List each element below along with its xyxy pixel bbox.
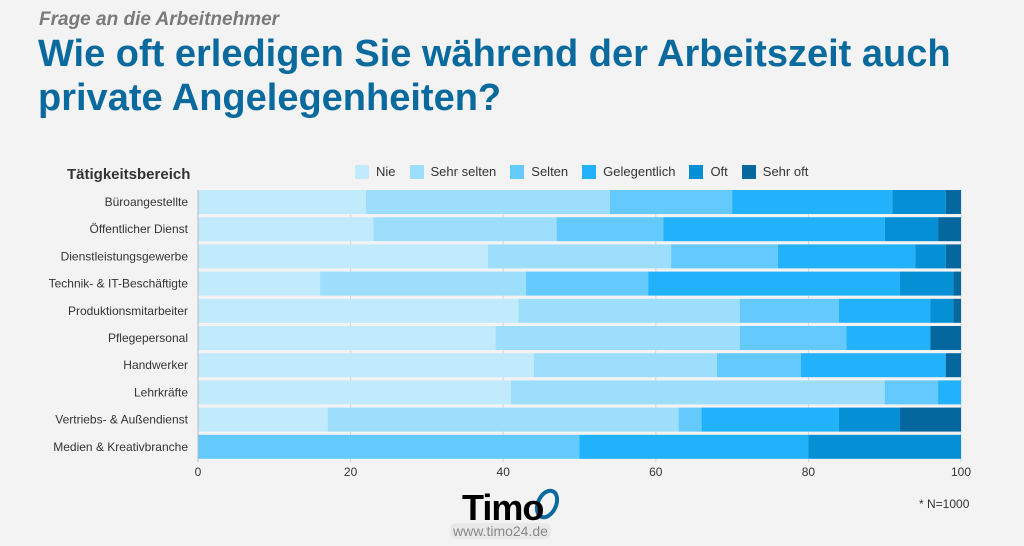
legend: Nie Sehr selten Selten Gelegentlich Oft Sehr … xyxy=(355,164,808,179)
bar-segment xyxy=(373,217,557,242)
bar-segment xyxy=(198,244,488,269)
bar-segment xyxy=(320,271,527,296)
legend-label: Nie xyxy=(376,164,396,179)
legend-label: Selten xyxy=(531,164,569,179)
legend-swatch xyxy=(689,164,704,179)
category-label: Medien & Kreativbranche xyxy=(53,440,188,454)
bar-segment xyxy=(556,217,664,242)
legend-swatch xyxy=(355,164,369,179)
bar-segment xyxy=(198,353,534,378)
category-label: Vertriebs- & Außendienst xyxy=(55,413,188,427)
bar-segment xyxy=(198,380,511,405)
bar-segment xyxy=(953,271,961,296)
legend-item: Selten xyxy=(510,164,568,179)
bar-segment xyxy=(701,407,839,432)
bar-segment xyxy=(198,326,496,350)
legend-swatch xyxy=(409,164,424,179)
bar-segment xyxy=(945,190,961,214)
category-header: Tätigkeitsbereich xyxy=(67,166,191,183)
bar-segment xyxy=(495,326,740,350)
bar-segment xyxy=(777,244,916,269)
bar-segment xyxy=(678,407,702,432)
x-tick-label: 80 xyxy=(802,465,816,479)
bar-segment xyxy=(884,217,939,242)
legend-item: Oft xyxy=(689,164,728,179)
bar-segment xyxy=(915,244,946,269)
legend-item: Sehr oft xyxy=(741,164,809,179)
legend-label: Oft xyxy=(710,164,728,179)
x-tick-label: 60 xyxy=(649,465,663,479)
logo-text: Timo xyxy=(462,487,544,528)
bar-segment xyxy=(533,353,717,378)
bar-segment xyxy=(198,271,321,296)
bar-segment xyxy=(716,353,801,378)
bar-segment xyxy=(838,407,900,432)
bar-segment xyxy=(198,407,328,432)
bar-segment xyxy=(510,380,885,405)
bar-segment xyxy=(899,271,954,296)
bar-segment xyxy=(732,190,893,214)
category-label: Technik- & IT-Beschäftigte xyxy=(49,277,189,291)
bar-segment xyxy=(487,244,672,269)
category-label: Büroangestellte xyxy=(105,195,189,209)
bar-segment xyxy=(518,298,740,323)
legend-swatch xyxy=(582,164,597,179)
category-label: Dienstleistungsgewerbe xyxy=(61,249,189,263)
bar-segment xyxy=(846,326,931,350)
bar-segment xyxy=(899,407,961,432)
legend-item: Nie xyxy=(355,164,396,179)
bar-segment xyxy=(930,326,961,350)
subtitle: Frage an die Arbeitnehmer xyxy=(39,9,280,30)
bar-segment xyxy=(800,353,946,378)
bar-segment xyxy=(610,190,733,214)
bar-segment xyxy=(945,244,961,269)
bar-segment xyxy=(327,407,679,432)
legend-label: Sehr selten xyxy=(430,164,497,179)
x-tick-label: 20 xyxy=(344,465,358,479)
sample-size-note: * N=1000 xyxy=(919,497,970,511)
legend-swatch xyxy=(510,164,525,179)
x-tick-label: 0 xyxy=(195,465,202,479)
bar-segment xyxy=(953,298,961,323)
bar-segment xyxy=(938,217,961,242)
category-label: Produktionsmitarbeiter xyxy=(68,304,188,318)
category-label: Lehrkräfte xyxy=(134,385,188,399)
legend-label: Gelegentlich xyxy=(603,164,676,179)
x-tick-label: 40 xyxy=(497,465,511,479)
category-label: Pflegepersonal xyxy=(108,331,188,345)
category-label: Handwerker xyxy=(123,358,188,372)
x-tick-label: 100 xyxy=(951,465,971,479)
bar-segment xyxy=(930,298,954,323)
bar-segment xyxy=(892,190,946,214)
category-label: Öffentlicher Dienst xyxy=(90,222,189,236)
legend-label: Sehr oft xyxy=(762,164,809,179)
bar-segment xyxy=(198,190,366,214)
page-title: Wie oft erledigen Sie während der Arbeit… xyxy=(38,33,951,119)
bar-segment xyxy=(663,217,885,242)
bar-segment xyxy=(938,380,961,405)
bar-segment xyxy=(838,298,931,323)
legend-swatch xyxy=(741,164,756,179)
legend-item: Gelegentlich xyxy=(582,164,675,179)
bar-segment xyxy=(526,271,649,296)
bar-segment xyxy=(198,434,580,459)
bar-segment xyxy=(579,434,809,459)
bar-segment xyxy=(739,298,839,323)
bar-segment xyxy=(198,217,374,242)
bar-segment xyxy=(884,380,939,405)
legend-item: Sehr selten xyxy=(409,164,497,179)
website-url: www.timo24.de xyxy=(450,523,551,539)
bar-segment xyxy=(808,434,961,459)
bar-segment xyxy=(365,190,611,214)
bar-segment xyxy=(648,271,900,296)
bar-segment xyxy=(671,244,778,269)
bar-segment xyxy=(739,326,847,350)
logo: Timo xyxy=(462,487,544,529)
bar-segment xyxy=(198,298,519,323)
bar-segment xyxy=(945,353,961,378)
